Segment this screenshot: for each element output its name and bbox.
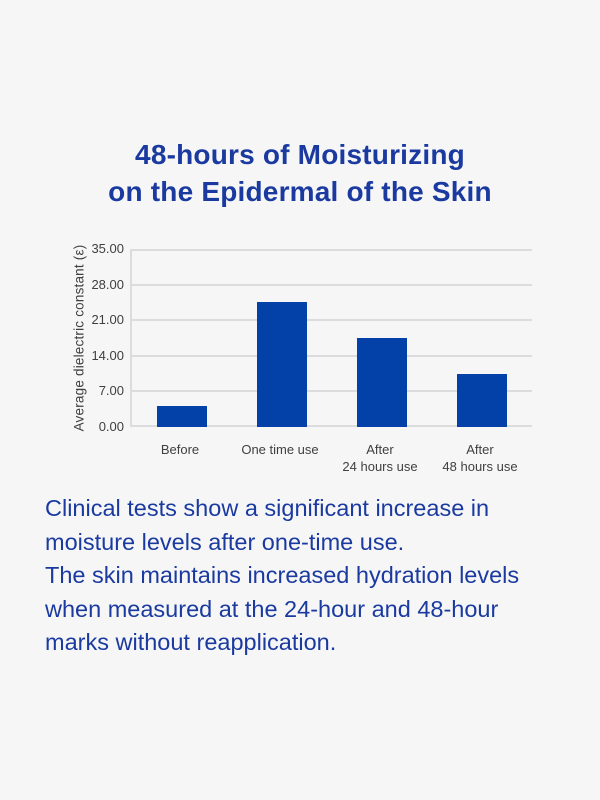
y-tick-label: 0.00 [98,419,124,434]
gridline [132,249,532,251]
gridline [132,354,532,357]
description-line: marks without reapplication. [45,629,337,655]
gridline [132,390,532,393]
description-text: Clinical tests show a significant increa… [45,492,590,660]
bar-before [157,405,207,427]
y-tick-label: 28.00 [91,276,124,292]
bar-after-24-hours-use [357,338,407,427]
bar-after-48-hours-use [457,373,507,427]
description-line: The skin maintains increased hydration l… [45,562,520,588]
y-tick-label: 35.00 [91,241,124,256]
x-axis-category-label: Before [160,442,200,457]
x-axis-category-label: After 48 hours use [442,442,518,474]
y-axis-tick-labels: 0.00 7.00 14.00 21.00 28.00 35.00 [0,241,124,434]
chart-title-line2: on the Epidermal of the Skin [108,176,492,207]
gridline [132,319,532,322]
y-tick-label: 14.00 [91,347,124,363]
x-axis-labels: Before One time use After 24 hours use Afte… [130,441,530,475]
x-axis-category-label: One time use [241,442,319,457]
description-line: Clinical tests show a significant increa… [45,495,490,521]
y-tick-label: 21.00 [91,312,124,328]
plot-area [130,249,532,427]
description-line: moisture levels after one-time use. [45,528,405,555]
y-tick-label: 7.00 [98,383,124,399]
gridline [132,283,532,286]
bar-one-time-use [257,302,307,427]
description-line: when measured at the 24-hour and 48-hour [45,595,499,622]
chart-title: 48-hours of Moisturizing on the Epiderma… [0,136,600,210]
chart-title-line1: 48-hours of Moisturizing [135,139,465,170]
gridline [132,425,532,427]
x-axis-category-label: After 24 hours use [342,442,418,474]
